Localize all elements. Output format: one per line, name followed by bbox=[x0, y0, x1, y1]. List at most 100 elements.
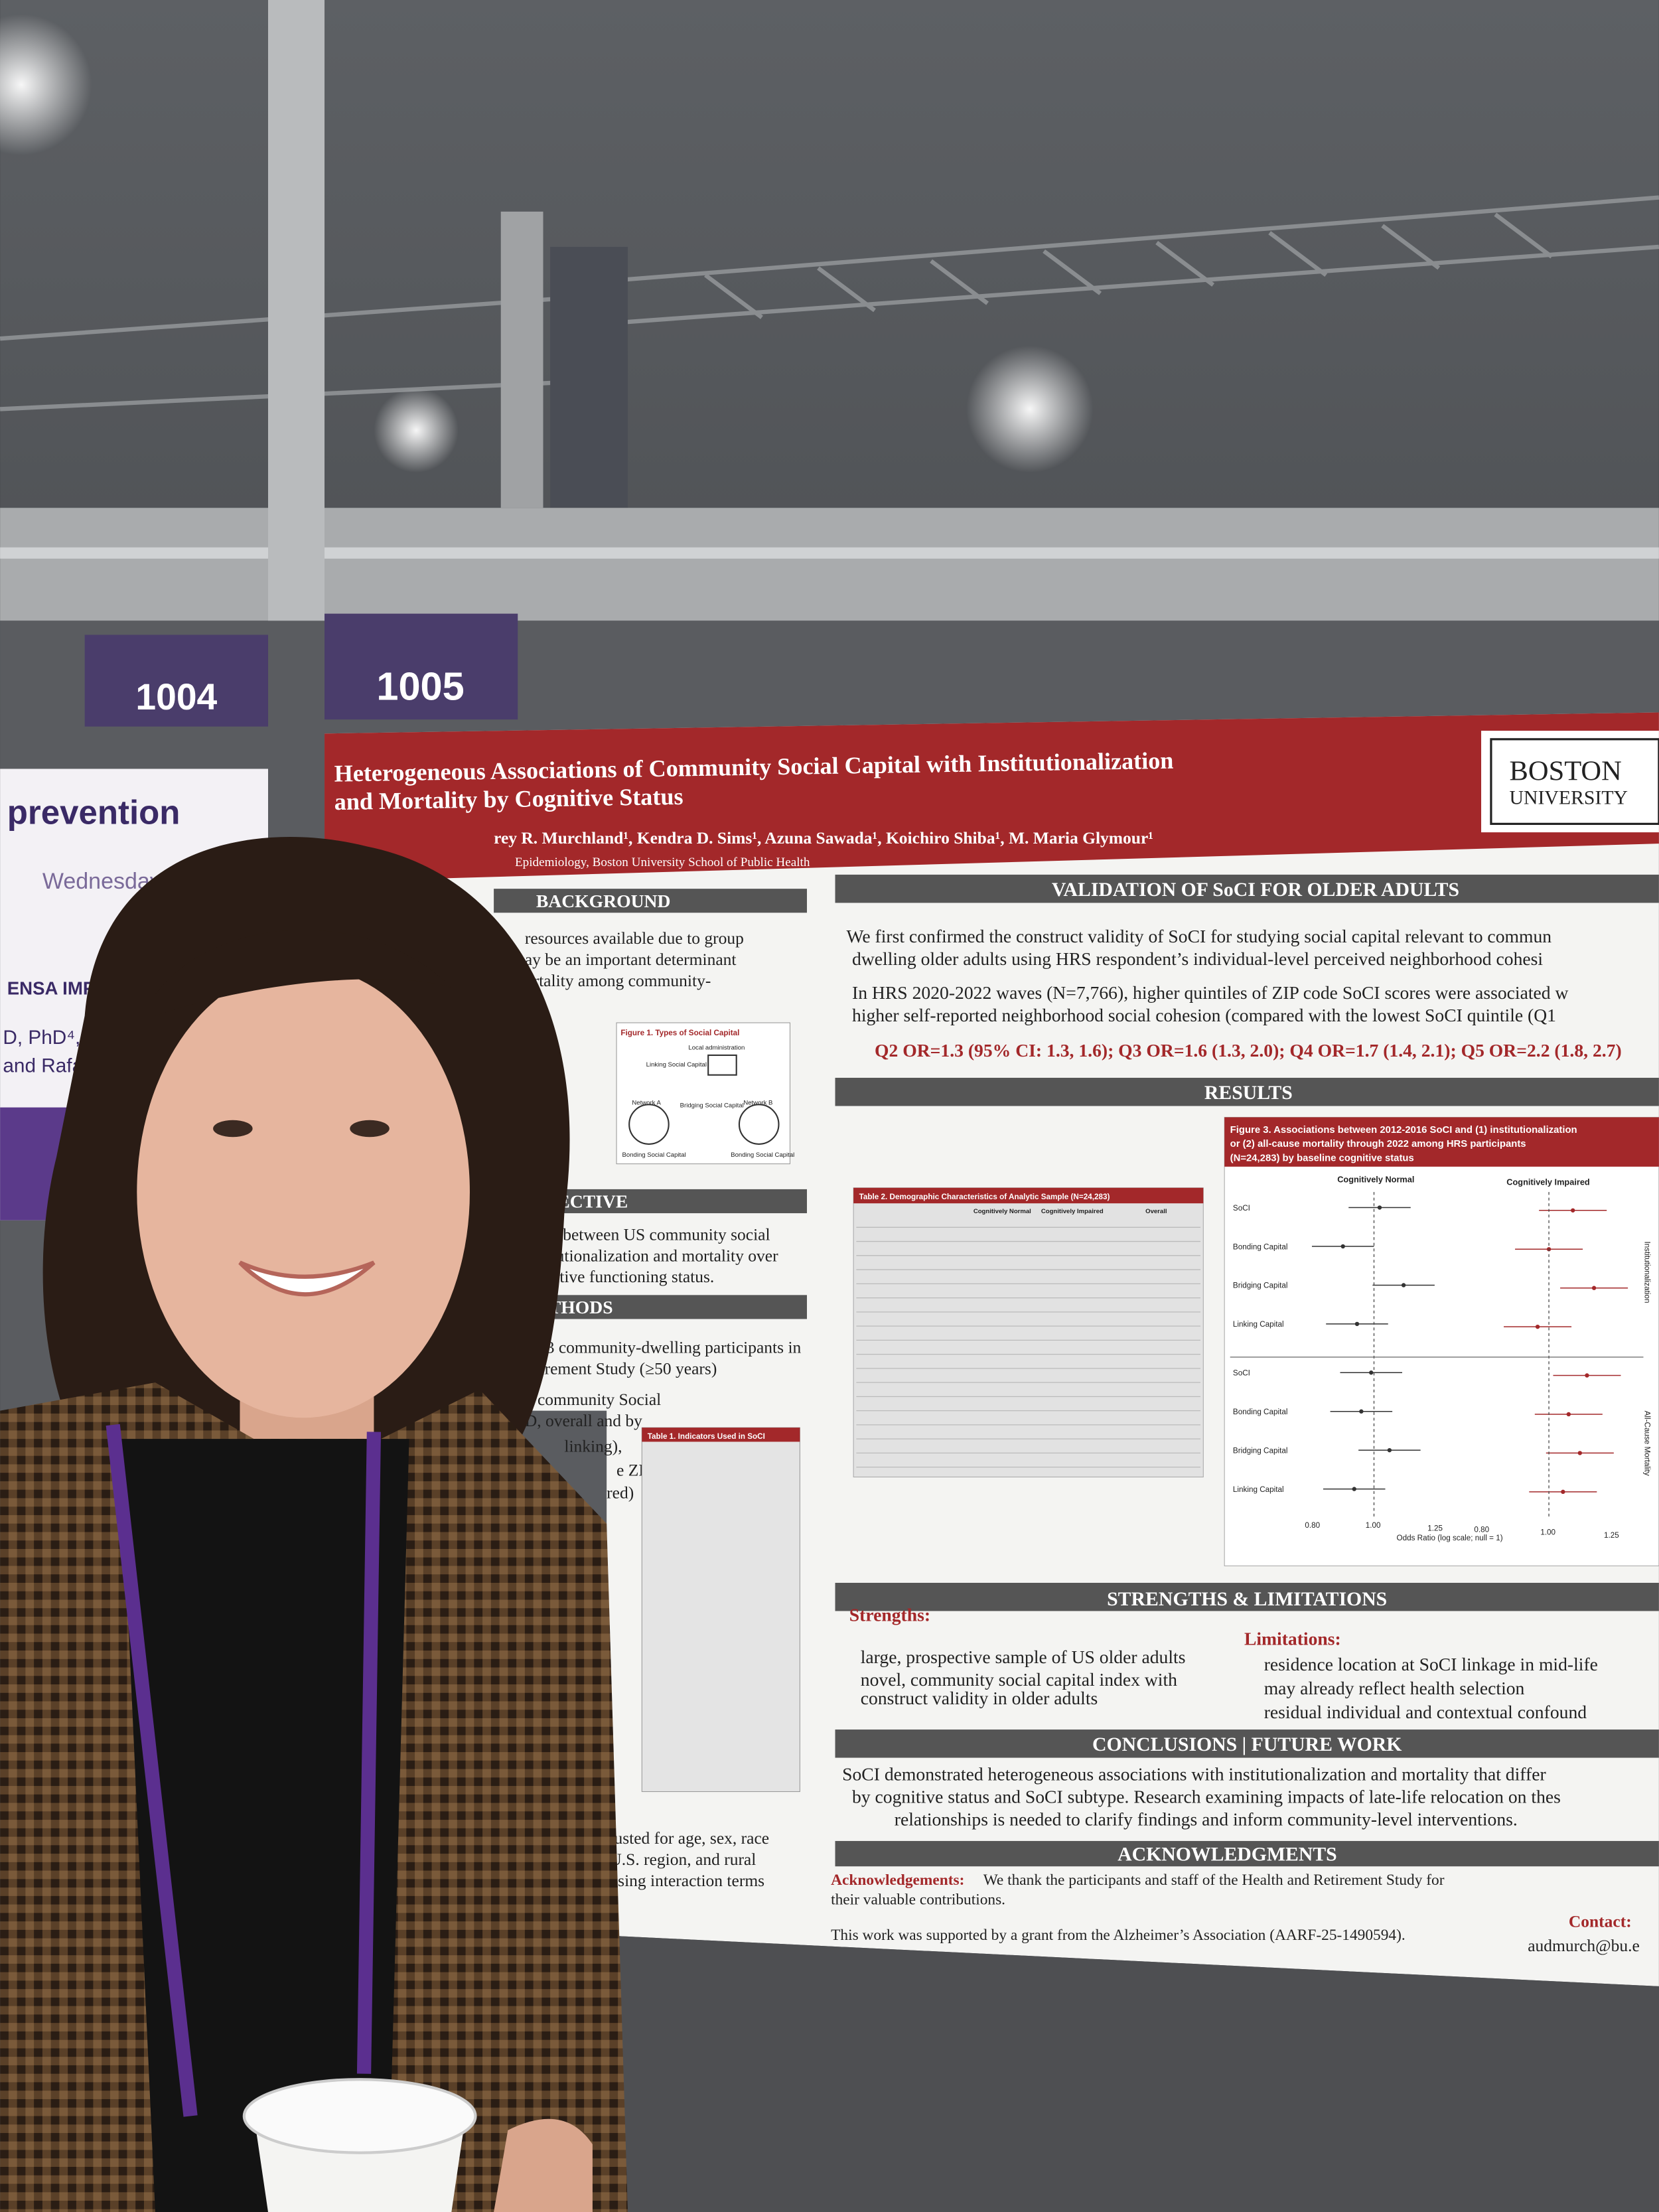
cup-lid bbox=[242, 2078, 477, 2154]
estimate bbox=[1571, 1208, 1575, 1213]
body-text: relationships is needed to clarify findi… bbox=[895, 1809, 1518, 1830]
top bbox=[119, 1439, 409, 2212]
table-column: Overall bbox=[1145, 1208, 1167, 1215]
body-text: This work was supported by a grant from … bbox=[831, 1927, 1406, 1944]
body-text: institutionalization and mortality over bbox=[522, 1246, 778, 1265]
estimate bbox=[1387, 1447, 1392, 1453]
list-item: novel, community social capital index wi… bbox=[861, 1669, 1177, 1690]
section-heading: ACKNOWLEDGMENTS bbox=[1118, 1844, 1337, 1866]
estimate bbox=[1401, 1283, 1406, 1288]
list-item: may already reflect health selection bbox=[1264, 1678, 1525, 1698]
hand bbox=[494, 2118, 593, 2212]
x-tick-label: 0.80 bbox=[1305, 1521, 1320, 1530]
body-text: 4,283 community-dwelling participants in bbox=[516, 1337, 801, 1357]
body-text: justed for age, sex, race bbox=[609, 1828, 769, 1848]
body-text: ortality among community- bbox=[525, 971, 711, 990]
left-poster-title: prevention bbox=[7, 793, 180, 831]
hair-fringe bbox=[155, 930, 452, 1016]
facet-label: All-Cause Mortality bbox=[1643, 1411, 1652, 1476]
lanyard bbox=[106, 1424, 198, 2117]
table-column: Cognitively Impaired bbox=[1041, 1208, 1104, 1215]
body-text: their valuable contributions. bbox=[831, 1891, 1005, 1909]
booth-number: 1005 bbox=[376, 664, 464, 708]
list-item: construct validity in older adults bbox=[861, 1688, 1098, 1708]
x-tick-label: 0.80 bbox=[1474, 1525, 1489, 1534]
table-title: Table 2. Demographic Characteristics of … bbox=[859, 1193, 1110, 1201]
body-text: using interaction terms bbox=[609, 1871, 764, 1890]
body-text: D, overall and by bbox=[525, 1411, 642, 1430]
figure-label: Network A bbox=[632, 1099, 661, 1106]
estimate bbox=[1340, 1244, 1345, 1249]
table-column: Cognitively Normal bbox=[974, 1208, 1031, 1215]
estimate bbox=[1535, 1324, 1540, 1329]
table-title: Table 1. Indicators Used in SoCI bbox=[648, 1432, 765, 1441]
contact: audmurch@bu.e bbox=[1528, 1936, 1640, 1955]
panel-title: Cognitively Normal bbox=[1337, 1174, 1414, 1184]
section-heading: BACKGROUND bbox=[536, 891, 671, 911]
x-tick-label: 1.25 bbox=[1604, 1531, 1619, 1540]
body-text: by cognitive status and SoCI subtype. Re… bbox=[852, 1787, 1561, 1807]
section-header bbox=[835, 874, 1659, 903]
figure-label: Bridging Social Capital bbox=[680, 1102, 744, 1110]
table-header bbox=[853, 1187, 1204, 1204]
section-heading: CONCLUSIONS | FUTURE WORK bbox=[1092, 1733, 1402, 1755]
estimate bbox=[1352, 1487, 1356, 1491]
frame-pole bbox=[500, 211, 543, 508]
smile bbox=[238, 1260, 376, 1297]
body-text: ay be an important determinant bbox=[525, 950, 737, 969]
estimate bbox=[1354, 1321, 1360, 1327]
booth-number: 1004 bbox=[135, 676, 217, 717]
row-labels: SoCI Bonding Capital Bridging Capital Linki… bbox=[1233, 1204, 1628, 1495]
poster-title: and Mortality by Cognitive Status bbox=[334, 783, 683, 815]
section-header bbox=[835, 1077, 1659, 1106]
section-heading: RESULTS bbox=[1204, 1082, 1293, 1104]
figure-title: Figure 3. Associations between 2012-2016… bbox=[1230, 1125, 1577, 1136]
body-text: resources available due to group bbox=[525, 928, 744, 948]
table-2 bbox=[853, 1187, 1204, 1478]
estimate bbox=[1566, 1412, 1571, 1417]
row-label: Linking Capital bbox=[1233, 1320, 1284, 1329]
x-tick-label: 1.25 bbox=[1427, 1524, 1443, 1532]
figure-title: or (2) all-cause mortality through 2022 … bbox=[1230, 1139, 1526, 1149]
validation-result: Q2 OR=1.3 (95% CI: 1.3, 1.6); Q3 OR=1.6 … bbox=[875, 1040, 1622, 1061]
estimate bbox=[1591, 1286, 1597, 1290]
logo: UNIVERSITY bbox=[1510, 787, 1628, 809]
estimate bbox=[1577, 1451, 1583, 1455]
body-text: We first confirmed the construct validit… bbox=[847, 926, 1552, 946]
figure-title: (N=24,283) by baseline cognitive status bbox=[1230, 1153, 1414, 1163]
section-heading: VALIDATION OF SoCI FOR OLDER ADULTS bbox=[1052, 879, 1459, 901]
estimate bbox=[1585, 1373, 1589, 1378]
logo: BOSTON bbox=[1510, 755, 1622, 786]
figure-header bbox=[1224, 1117, 1659, 1167]
list-item: large, prospective sample of US older ad… bbox=[861, 1647, 1186, 1667]
list-item: residence location at SoCI linkage in mi… bbox=[1264, 1654, 1598, 1674]
ceiling-light bbox=[966, 345, 1094, 473]
x-tick-label: 1.00 bbox=[1366, 1521, 1381, 1530]
panel-title: Cognitively Impaired bbox=[1506, 1177, 1589, 1187]
poster-affiliation: Epidemiology, Boston University School o… bbox=[515, 855, 810, 869]
body-text: In HRS 2020-2022 waves (N=7,766), higher… bbox=[852, 982, 1568, 1003]
subheading: Limitations: bbox=[1244, 1628, 1341, 1649]
logo-box bbox=[1481, 731, 1659, 833]
subheading: Strengths: bbox=[849, 1604, 930, 1625]
figure-label: Network B bbox=[743, 1099, 772, 1106]
row-label: SoCI bbox=[1233, 1204, 1250, 1213]
figure-label: Bonding Social Capital bbox=[622, 1151, 686, 1159]
figure-label: Linking Social Capital bbox=[646, 1061, 707, 1069]
figure-label: Local administration bbox=[688, 1044, 745, 1051]
body-text: SoCI demonstrated heterogeneous associat… bbox=[842, 1764, 1546, 1785]
table-rows bbox=[856, 1226, 1201, 1468]
eye bbox=[213, 1120, 253, 1138]
x-axis-label: Odds Ratio (log scale; null = 1) bbox=[1397, 1534, 1503, 1542]
body-text: d community Social bbox=[525, 1390, 661, 1409]
network-icon bbox=[738, 1104, 780, 1145]
frame-bar bbox=[0, 508, 1659, 621]
row-label: Bridging Capital bbox=[1233, 1446, 1288, 1455]
estimate bbox=[1561, 1489, 1565, 1495]
booth-label bbox=[325, 613, 518, 720]
person bbox=[0, 837, 628, 2212]
row-label: Linking Capital bbox=[1233, 1485, 1284, 1494]
network-icon bbox=[628, 1104, 670, 1145]
contact-label: Contact: bbox=[1569, 1912, 1632, 1931]
